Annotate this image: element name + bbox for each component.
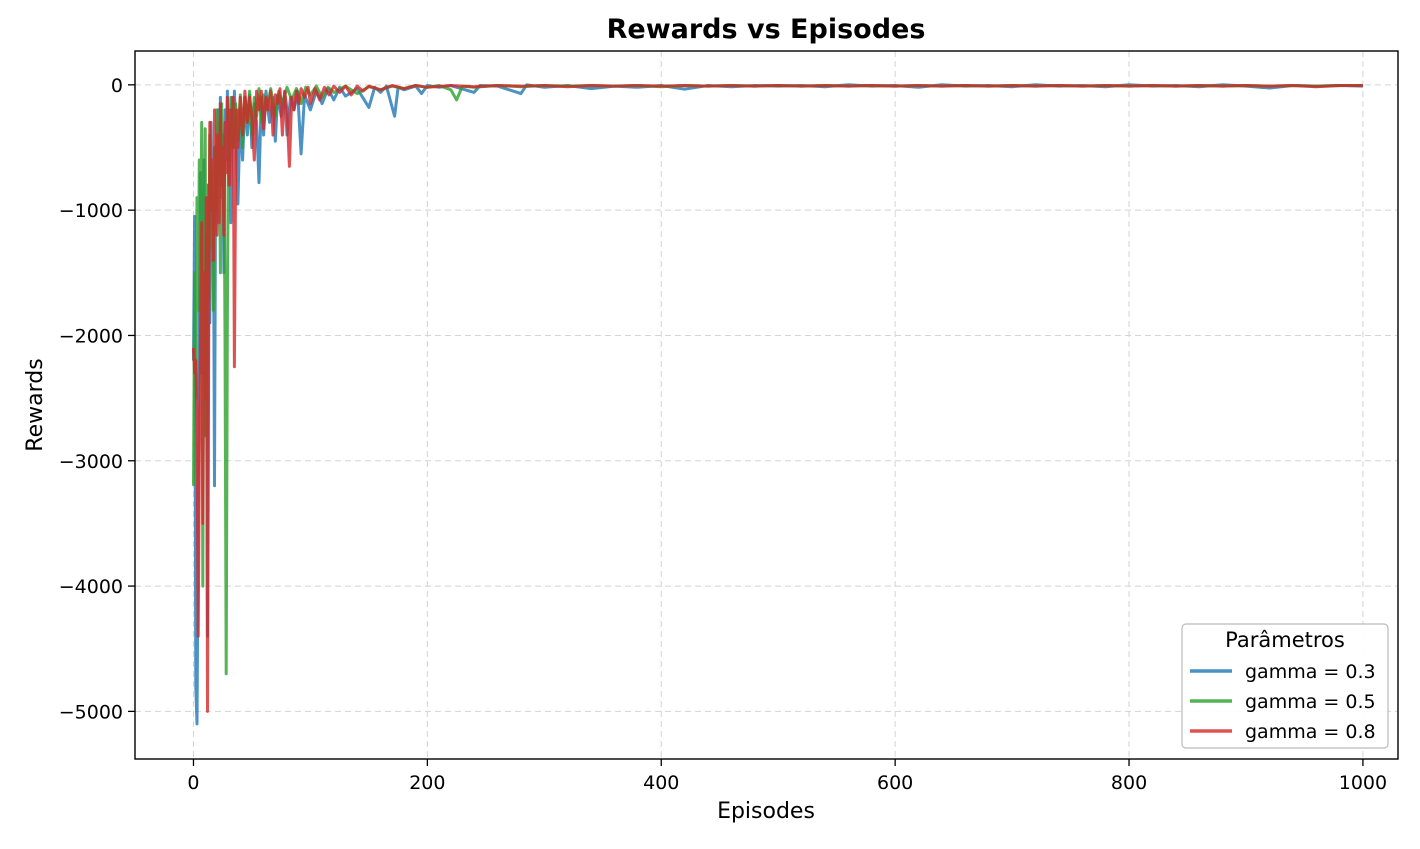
legend-title: Parâmetros [1225,628,1345,652]
legend-label-3: gamma = 0.8 [1245,721,1376,743]
x-axis-ticks: 0 200 400 600 800 1000 [187,759,1387,794]
x-tick-label: 600 [877,772,913,794]
x-axis-label: Episodes [717,799,815,824]
y-axis-label: Rewards [23,358,48,451]
y-tick-label: 0 [111,75,123,97]
y-tick-label: −5000 [59,701,123,723]
x-tick-label: 400 [643,772,679,794]
y-axis-ticks: 0 −1000 −2000 −3000 −4000 −5000 [59,75,135,723]
x-tick-label: 200 [409,772,445,794]
x-tick-label: 800 [1111,772,1147,794]
series-group [192,83,1363,726]
y-tick-label: −1000 [59,200,123,222]
legend-entries: gamma = 0.3 gamma = 0.5 gamma = 0.8 [1190,661,1376,743]
legend-box [1181,623,1389,749]
y-tick-label: −3000 [59,451,123,473]
x-tick-label: 0 [187,772,199,794]
series-line-3 [192,84,1363,713]
x-tick-label: 1000 [1339,772,1387,794]
chart-title: Rewards vs Episodes [607,14,926,45]
legend-label-1: gamma = 0.3 [1245,661,1376,683]
legend-label-2: gamma = 0.5 [1245,691,1376,713]
plot-frame [134,50,1399,760]
y-tick-label: −4000 [59,576,123,598]
y-tick-label: −2000 [59,325,123,347]
